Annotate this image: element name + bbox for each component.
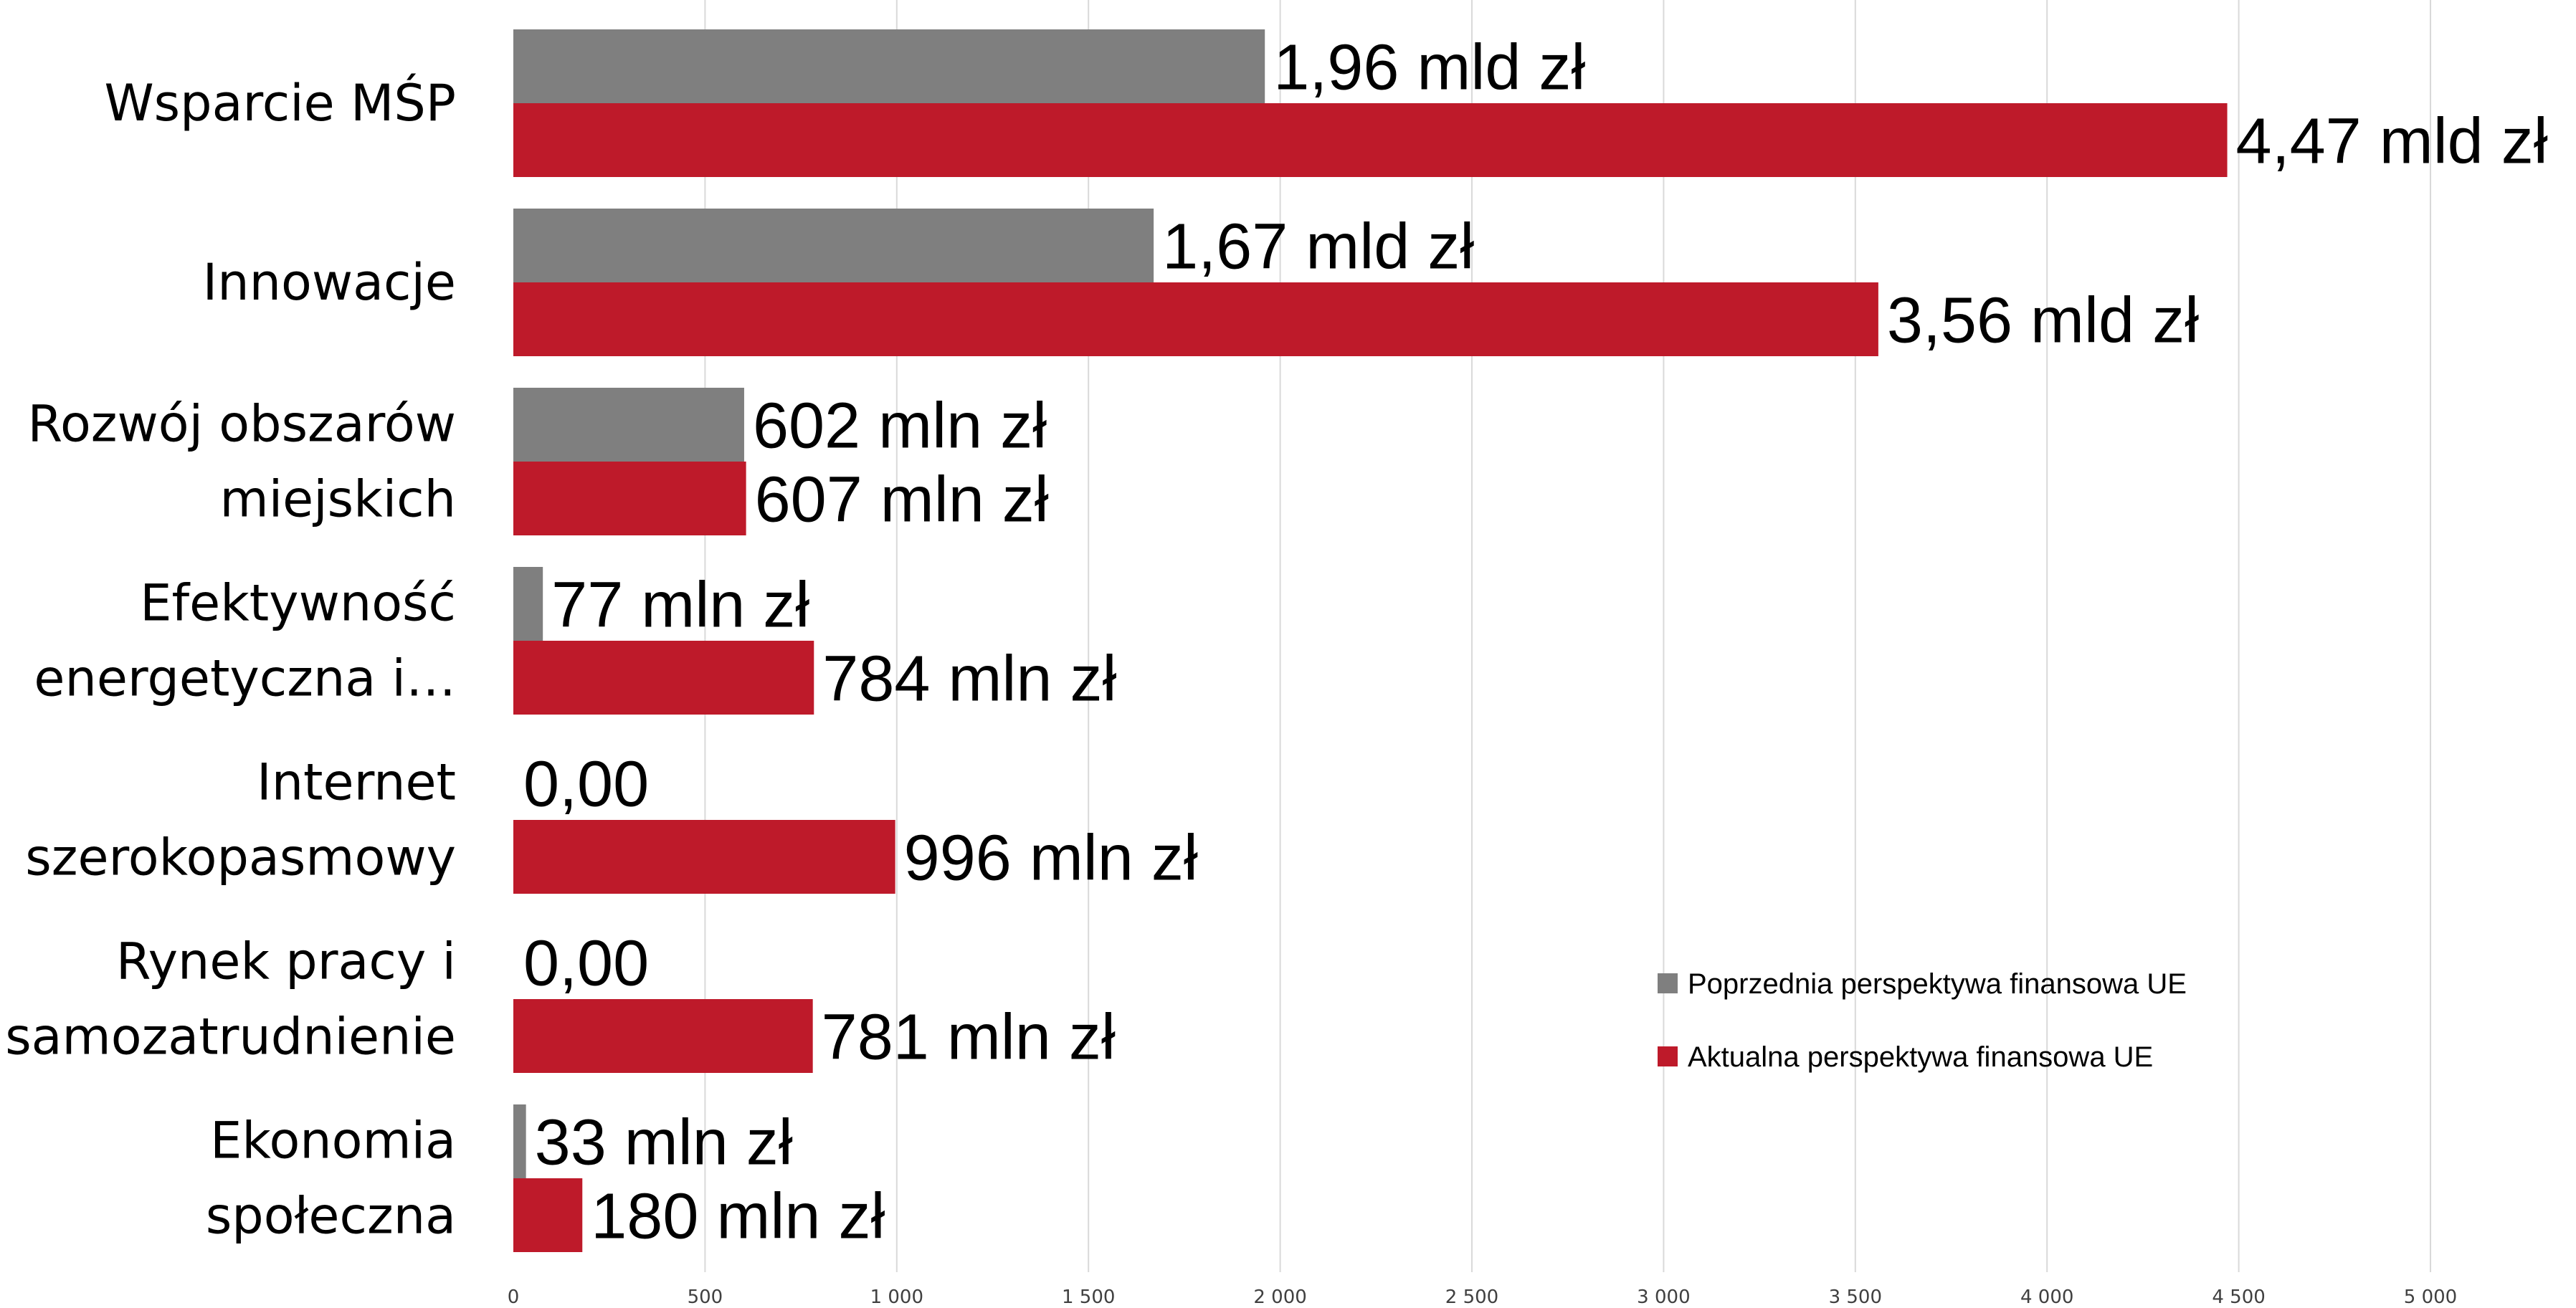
gridlines (704, 0, 2431, 1272)
data-label: 0,00 (523, 749, 649, 821)
category-label: Wsparcie MŚP (104, 74, 456, 133)
bar-current (513, 820, 895, 894)
category-label: energetyczna i… (34, 649, 456, 708)
legend-swatch (1658, 1046, 1678, 1066)
category-label: miejskich (220, 470, 456, 529)
x-tick-label: 2 500 (1445, 1286, 1498, 1308)
bar-previous (513, 567, 543, 641)
category-label: Internet (257, 753, 456, 812)
category-labels: Wsparcie MŚP Innowacje Rozwój obszarów miej… (5, 74, 456, 1246)
category-label: Rynek pracy i (116, 932, 456, 991)
legend-label: Poprzednia perspektywa finansowa UE (1688, 968, 2187, 1000)
category-label: społeczna (206, 1187, 456, 1246)
x-tick-label: 1 500 (1062, 1286, 1115, 1308)
x-axis-ticks: 0 500 1 000 1 500 2 000 2 500 3 000 3 500 4 000 4… (508, 1286, 2457, 1308)
data-label: 3,56 mld zł (1887, 285, 2199, 357)
data-label: 33 mln zł (535, 1107, 793, 1179)
category-label: Efektywność (140, 574, 456, 633)
category-label: Rozwój obszarów (27, 395, 456, 454)
x-tick-label: 3 000 (1637, 1286, 1690, 1308)
data-labels: 1,96 mld zł 4,47 mld zł 1,67 mld zł 3,56 ml… (523, 32, 2548, 1253)
bar-previous (513, 1104, 526, 1178)
data-label: 0,00 (523, 928, 649, 1000)
bar-current (513, 103, 2228, 177)
data-label: 607 mln zł (755, 464, 1049, 536)
data-label: 4,47 mld zł (2236, 106, 2548, 178)
legend: Poprzednia perspektywa finansowa UE Aktua… (1658, 968, 2187, 1073)
data-label: 996 mln zł (904, 823, 1198, 894)
bar-current (513, 999, 813, 1073)
bar-current (513, 641, 814, 715)
data-label: 602 mln zł (753, 391, 1047, 462)
bar-current (513, 282, 1878, 356)
x-tick-label: 500 (688, 1286, 723, 1308)
bar-previous (513, 388, 744, 462)
x-tick-label: 5 000 (2404, 1286, 2457, 1308)
category-label: szerokopasmowy (25, 829, 456, 887)
bar-current (513, 1178, 583, 1252)
bar-previous (513, 209, 1154, 282)
data-label: 784 mln zł (822, 644, 1116, 715)
x-tick-label: 1 000 (870, 1286, 923, 1308)
data-label: 781 mln zł (822, 1002, 1116, 1074)
x-tick-label: 3 500 (1829, 1286, 1882, 1308)
category-label: Innowacje (203, 253, 456, 312)
data-label: 1,96 mld zł (1273, 32, 1585, 104)
x-tick-label: 2 000 (1253, 1286, 1306, 1308)
legend-swatch (1658, 973, 1678, 993)
bar-previous (513, 29, 1265, 103)
data-label: 1,67 mld zł (1162, 211, 1474, 283)
x-tick-label: 4 500 (2212, 1286, 2265, 1308)
bar-current (513, 462, 746, 535)
category-label: samozatrudnienie (5, 1008, 456, 1066)
category-label: Ekonomia (210, 1112, 456, 1170)
x-tick-label: 4 000 (2020, 1286, 2073, 1308)
bars (513, 29, 2228, 1252)
data-label: 77 mln zł (551, 570, 809, 641)
legend-label: Aktualna perspektywa finansowa UE (1688, 1041, 2153, 1073)
x-tick-label: 0 (508, 1286, 520, 1308)
data-label: 180 mln zł (591, 1181, 885, 1253)
